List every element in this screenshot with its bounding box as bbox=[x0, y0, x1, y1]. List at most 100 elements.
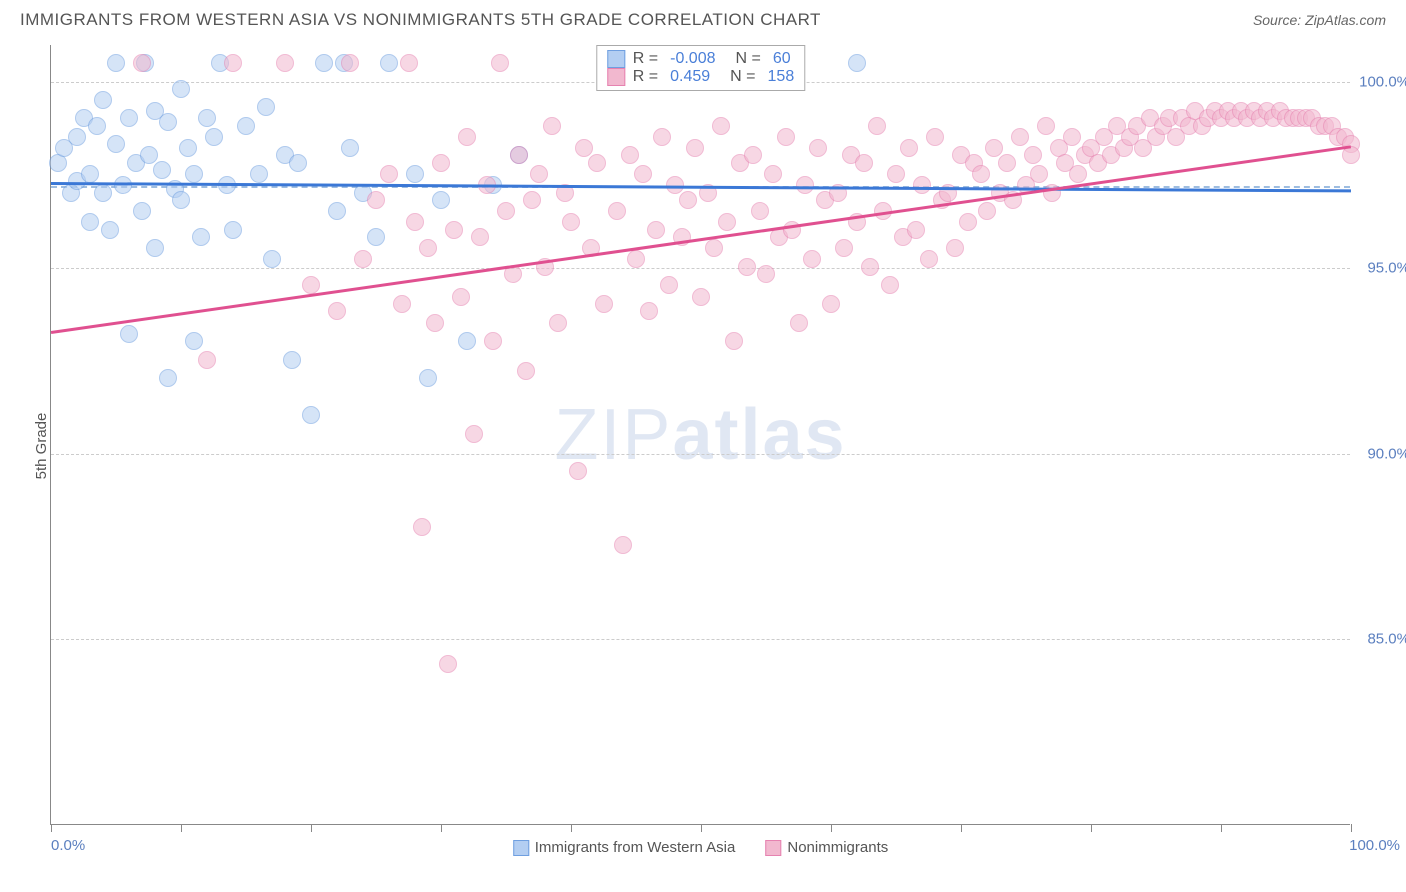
scatter-point bbox=[445, 221, 463, 239]
scatter-point bbox=[185, 332, 203, 350]
scatter-point bbox=[413, 518, 431, 536]
scatter-point bbox=[114, 176, 132, 194]
scatter-point bbox=[159, 113, 177, 131]
gridline-h bbox=[51, 454, 1350, 455]
scatter-point bbox=[458, 128, 476, 146]
scatter-point bbox=[608, 202, 626, 220]
y-axis-label: 5th Grade bbox=[33, 413, 50, 480]
stats-r-value: -0.008 bbox=[670, 50, 715, 68]
scatter-point bbox=[133, 54, 151, 72]
stats-box: R = -0.008 N = 60 R = 0.459 N = 158 bbox=[596, 45, 805, 91]
scatter-point bbox=[549, 314, 567, 332]
scatter-point bbox=[1037, 117, 1055, 135]
scatter-point bbox=[907, 221, 925, 239]
scatter-point bbox=[302, 406, 320, 424]
scatter-point bbox=[237, 117, 255, 135]
scatter-point bbox=[998, 154, 1016, 172]
legend-item: Immigrants from Western Asia bbox=[513, 839, 736, 856]
scatter-point bbox=[725, 332, 743, 350]
scatter-point bbox=[803, 250, 821, 268]
scatter-point bbox=[959, 213, 977, 231]
legend-label: Nonimmigrants bbox=[787, 839, 888, 856]
stats-row: R = 0.459 N = 158 bbox=[607, 68, 794, 86]
scatter-point bbox=[575, 139, 593, 157]
scatter-point bbox=[107, 54, 125, 72]
scatter-point bbox=[562, 213, 580, 231]
scatter-point bbox=[900, 139, 918, 157]
scatter-point bbox=[972, 165, 990, 183]
x-tick bbox=[311, 824, 312, 832]
stats-r-label: R = bbox=[633, 50, 658, 68]
scatter-point bbox=[712, 117, 730, 135]
scatter-point bbox=[328, 202, 346, 220]
scatter-point bbox=[426, 314, 444, 332]
y-tick-label: 95.0% bbox=[1367, 259, 1406, 276]
scatter-point bbox=[289, 154, 307, 172]
scatter-point bbox=[660, 276, 678, 294]
scatter-point bbox=[302, 276, 320, 294]
scatter-point bbox=[523, 191, 541, 209]
stats-n-value: 60 bbox=[773, 50, 791, 68]
scatter-point bbox=[621, 146, 639, 164]
scatter-point bbox=[777, 128, 795, 146]
scatter-point bbox=[458, 332, 476, 350]
scatter-point bbox=[764, 165, 782, 183]
scatter-point bbox=[887, 165, 905, 183]
gridline-h bbox=[51, 639, 1350, 640]
scatter-point bbox=[328, 302, 346, 320]
scatter-point bbox=[465, 425, 483, 443]
scatter-point bbox=[250, 165, 268, 183]
scatter-point bbox=[510, 146, 528, 164]
x-tick bbox=[1351, 824, 1352, 832]
scatter-point bbox=[439, 655, 457, 673]
scatter-point bbox=[341, 139, 359, 157]
scatter-point bbox=[1342, 146, 1360, 164]
scatter-point bbox=[263, 250, 281, 268]
scatter-point bbox=[757, 265, 775, 283]
scatter-point bbox=[88, 117, 106, 135]
scatter-point bbox=[380, 54, 398, 72]
scatter-point bbox=[913, 176, 931, 194]
scatter-point bbox=[198, 109, 216, 127]
scatter-point bbox=[179, 139, 197, 157]
stats-n-value: 158 bbox=[768, 68, 795, 86]
x-tick bbox=[701, 824, 702, 832]
scatter-point bbox=[452, 288, 470, 306]
scatter-point bbox=[159, 369, 177, 387]
x-tick bbox=[961, 824, 962, 832]
x-tick bbox=[181, 824, 182, 832]
scatter-point bbox=[153, 161, 171, 179]
scatter-point bbox=[68, 128, 86, 146]
stats-r-label: R = bbox=[633, 68, 658, 86]
scatter-point bbox=[484, 332, 502, 350]
scatter-point bbox=[133, 202, 151, 220]
scatter-point bbox=[705, 239, 723, 257]
scatter-point bbox=[283, 351, 301, 369]
legend-item: Nonimmigrants bbox=[765, 839, 888, 856]
scatter-point bbox=[647, 221, 665, 239]
scatter-point bbox=[848, 54, 866, 72]
scatter-point bbox=[172, 191, 190, 209]
scatter-point bbox=[367, 191, 385, 209]
scatter-point bbox=[120, 109, 138, 127]
scatter-point bbox=[471, 228, 489, 246]
scatter-point bbox=[276, 54, 294, 72]
source-name: ZipAtlas.com bbox=[1305, 12, 1386, 28]
watermark-bold: atlas bbox=[672, 395, 846, 475]
scatter-point bbox=[653, 128, 671, 146]
scatter-point bbox=[393, 295, 411, 313]
y-tick-label: 90.0% bbox=[1367, 445, 1406, 462]
scatter-point bbox=[81, 213, 99, 231]
scatter-point bbox=[920, 250, 938, 268]
scatter-point bbox=[101, 221, 119, 239]
scatter-point bbox=[419, 239, 437, 257]
stats-r-value: 0.459 bbox=[670, 68, 710, 86]
legend-swatch bbox=[765, 840, 781, 856]
scatter-point bbox=[861, 258, 879, 276]
stats-n-label: N = bbox=[730, 68, 755, 86]
scatter-point bbox=[855, 154, 873, 172]
scatter-point bbox=[1030, 165, 1048, 183]
y-tick-label: 85.0% bbox=[1367, 631, 1406, 648]
stats-n-label: N = bbox=[736, 50, 761, 68]
scatter-point bbox=[1024, 146, 1042, 164]
